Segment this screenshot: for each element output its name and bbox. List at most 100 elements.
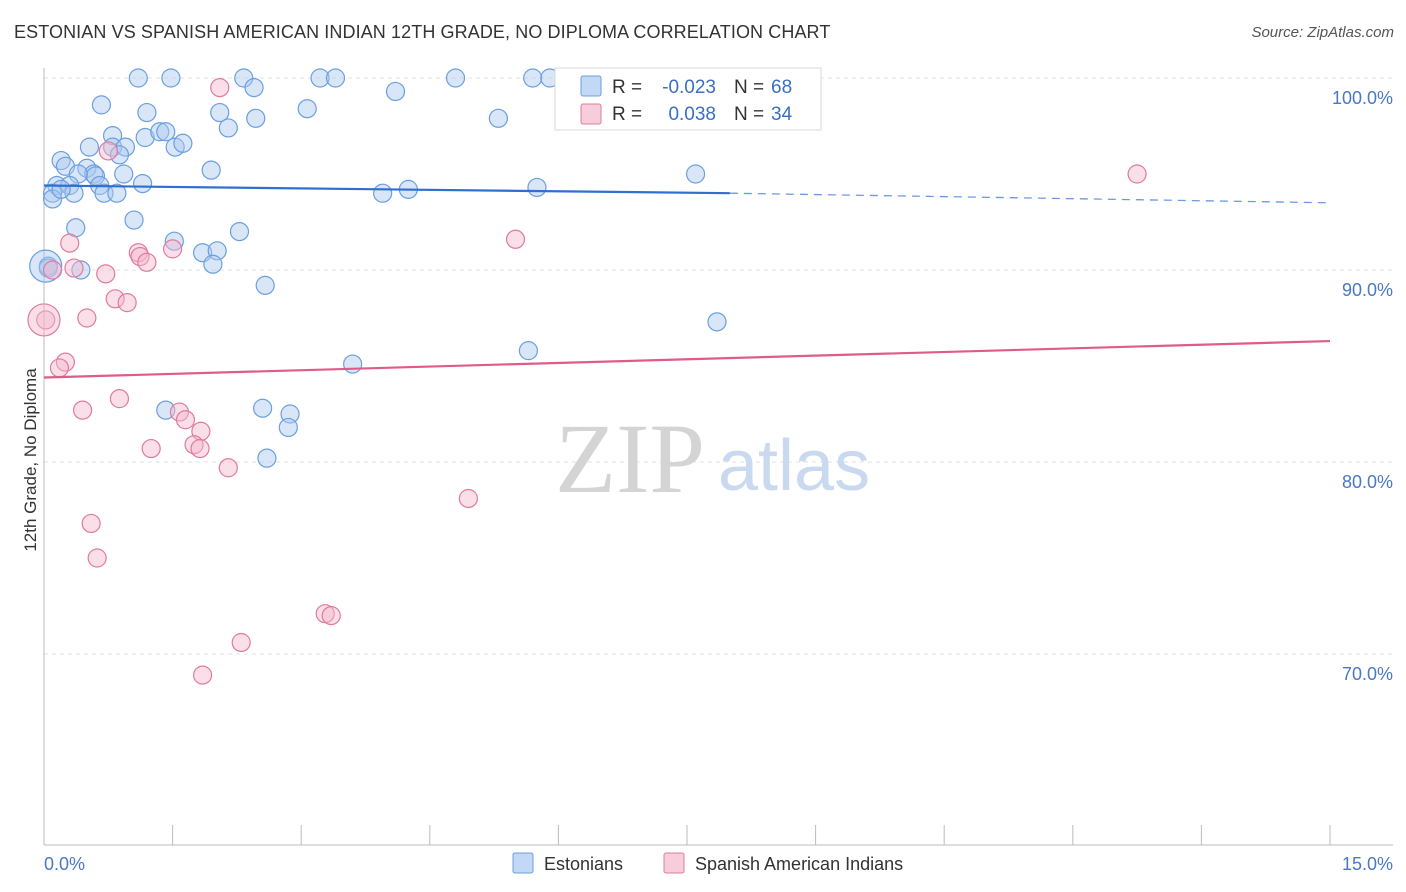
estonian-point xyxy=(278,417,298,438)
estonian-point xyxy=(257,448,277,468)
watermark-atlas: atlas xyxy=(718,426,870,506)
spanish-american-indian-point xyxy=(96,264,116,284)
bottom-legend-swatch-estonians xyxy=(512,852,534,874)
trend-line-estonians xyxy=(43,184,730,195)
estonian-point xyxy=(685,164,706,184)
legend-r-value-2: 0.038 xyxy=(668,104,716,125)
estonian-point xyxy=(218,118,238,138)
estonian-point xyxy=(229,222,250,242)
estonian-point xyxy=(71,260,91,280)
spanish-american-indian-point xyxy=(137,252,157,272)
spanish-american-indian-point xyxy=(98,141,118,161)
spanish-american-indian-point xyxy=(36,310,56,330)
spanish-american-indian-point xyxy=(27,303,61,337)
legend-r-label-1: R = xyxy=(612,77,642,98)
estonian-point xyxy=(488,108,508,128)
estonian-point xyxy=(132,174,153,194)
legend-r-label-2: R = xyxy=(612,104,642,125)
spanish-american-indian-point xyxy=(87,548,107,568)
spanish-american-indian-point xyxy=(218,458,238,478)
trend-line-spanish-american-indians xyxy=(43,339,1331,379)
estonian-point xyxy=(246,108,266,128)
legend-n-label-2: N = xyxy=(734,104,764,125)
estonian-point xyxy=(79,137,100,157)
estonian-point xyxy=(91,95,112,115)
estonian-point xyxy=(164,231,184,251)
spanish-american-indian-point xyxy=(141,438,161,459)
estonian-point xyxy=(373,183,393,203)
y-tick-label: 90.0% xyxy=(1342,280,1393,300)
estonian-point xyxy=(150,122,170,142)
estonian-point xyxy=(137,102,157,123)
stats-legend: R = -0.023 N = 68 R = 0.038 N = 34 xyxy=(554,67,822,131)
estonian-point xyxy=(107,183,127,203)
spanish-american-indian-point xyxy=(77,308,97,328)
estonian-point xyxy=(128,68,148,88)
spanish-american-indian-point xyxy=(55,352,76,372)
spanish-american-indian-point xyxy=(231,632,251,653)
legend-r-value-1: -0.023 xyxy=(662,77,716,98)
estonian-point xyxy=(85,166,106,186)
estonian-point xyxy=(210,102,230,123)
estonian-point xyxy=(109,145,130,165)
y-tick-label: 80.0% xyxy=(1342,472,1393,492)
estonian-point xyxy=(343,354,363,374)
watermark-zip: ZIP xyxy=(555,403,705,514)
chart-source: Source: ZipAtlas.com xyxy=(1251,24,1394,41)
estonian-point xyxy=(445,68,466,88)
spanish-american-indian-point xyxy=(193,665,213,685)
y-tick-labels: 70.0% 80.0% 90.0% 100.0% xyxy=(1332,88,1393,684)
series-spanish-american-indians xyxy=(27,77,1147,685)
spanish-american-indian-point xyxy=(505,229,526,249)
estonian-point xyxy=(325,68,346,88)
spanish-american-indian-point xyxy=(1127,164,1147,184)
spanish-american-indian-point xyxy=(109,389,130,409)
spanish-american-indian-point xyxy=(49,358,70,378)
x-tick-label-max: 15.0% xyxy=(1342,854,1393,874)
bottom-legend-spanish-american-indians: Spanish American Indians xyxy=(695,854,903,874)
estonian-point xyxy=(707,312,727,332)
estonian-point xyxy=(161,68,181,88)
estonian-point xyxy=(244,77,264,98)
legend-n-value-2: 34 xyxy=(771,104,793,125)
legend-swatch-pink xyxy=(580,103,602,125)
y-axis-label: 12th Grade, No Diploma xyxy=(21,368,40,552)
estonian-point xyxy=(297,99,317,119)
spanish-american-indian-point xyxy=(117,293,137,313)
bottom-legend-estonians: Estonians xyxy=(544,854,623,874)
spanish-american-indian-point xyxy=(169,402,190,422)
estonian-point xyxy=(173,133,193,153)
estonian-point xyxy=(385,81,406,102)
estonian-point xyxy=(124,210,144,230)
bottom-legend-swatch-spanish-american-indians xyxy=(663,852,685,874)
spanish-american-indian-point xyxy=(42,260,63,280)
estonian-point xyxy=(135,127,155,148)
legend-n-value-1: 68 xyxy=(771,77,792,98)
spanish-american-indian-point xyxy=(105,289,125,309)
spanish-american-indian-point xyxy=(81,513,101,534)
spanish-american-indian-point xyxy=(64,258,84,278)
estonian-point xyxy=(253,398,273,418)
estonian-point xyxy=(203,254,223,274)
spanish-american-indian-point xyxy=(175,410,196,430)
chart-title: ESTONIAN VS SPANISH AMERICAN INDIAN 12TH… xyxy=(14,22,831,42)
legend-swatch-blue xyxy=(580,75,602,97)
estonian-point xyxy=(29,249,63,283)
estonian-point xyxy=(310,68,330,88)
spanish-american-indian-point xyxy=(72,400,93,420)
trend-line-estonians-extension xyxy=(729,192,1331,204)
x-tick-label-min: 0.0% xyxy=(44,854,85,874)
estonian-point xyxy=(201,160,221,180)
spanish-american-indian-point xyxy=(60,233,80,253)
spanish-american-indian-point xyxy=(163,239,183,259)
estonian-point xyxy=(64,183,84,203)
estonian-point xyxy=(518,341,538,361)
y-tick-label: 70.0% xyxy=(1342,664,1393,684)
estonian-point xyxy=(102,126,123,146)
legend-n-label-1: N = xyxy=(734,77,764,98)
estonian-point xyxy=(255,275,275,295)
grid-lines xyxy=(44,77,1393,655)
spanish-american-indian-point xyxy=(190,438,210,459)
estonian-point xyxy=(114,164,134,184)
